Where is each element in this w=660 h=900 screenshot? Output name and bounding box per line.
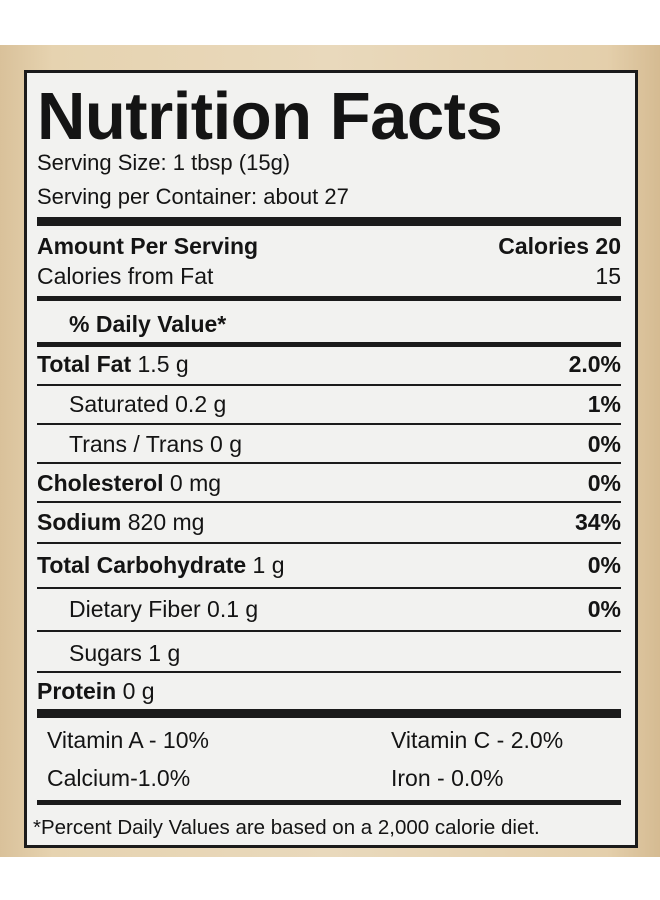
medium-divider <box>37 342 621 347</box>
nutrient-amount: 0 mg <box>169 470 222 496</box>
nutrient-row: Total Fat 1.5 g 2.0% <box>37 349 621 379</box>
thin-divider <box>37 501 621 503</box>
thick-divider <box>37 709 621 718</box>
nutrient-amount: 1 g <box>148 640 181 666</box>
vitamin-item: Vitamin C - 2.0% <box>391 727 564 753</box>
nutrient-row: Trans / Trans 0 g 0% <box>37 429 621 459</box>
nutrient-row: Sugars 1 g <box>37 638 621 668</box>
thin-divider <box>37 423 621 425</box>
thin-divider <box>37 542 621 544</box>
calories-from-fat-value: 15 <box>595 263 621 289</box>
thin-divider <box>37 462 621 464</box>
vitamin-item: Calcium-1.0% <box>47 765 191 791</box>
nutrition-facts-panel: Nutrition Facts Serving Size: 1 tbsp (15… <box>24 70 638 848</box>
nutrient-name: Trans / Trans <box>69 431 204 457</box>
nutrient-name: Sodium <box>37 509 122 535</box>
nutrient-name: Cholesterol <box>37 470 164 496</box>
amount-per-serving-label: Amount Per Serving <box>37 233 259 259</box>
thin-divider <box>37 671 621 673</box>
thick-divider <box>37 217 621 226</box>
nutrient-amount: 1 g <box>252 552 285 578</box>
nutrient-amount: 0 g <box>122 678 155 704</box>
thin-divider <box>37 630 621 632</box>
nutrient-daily-value: 2.0% <box>568 351 621 377</box>
thin-divider <box>37 384 621 386</box>
nutrient-amount: 1.5 g <box>137 351 189 377</box>
nutrient-row: Saturated 0.2 g 1% <box>37 389 621 419</box>
vitamin-item: Iron - 0.0% <box>391 765 504 791</box>
nutrient-amount: 0 g <box>210 431 243 457</box>
calories-from-fat-label: Calories from Fat <box>37 263 214 289</box>
calories-value: Calories 20 <box>498 233 621 259</box>
medium-divider <box>37 296 621 301</box>
nutrient-daily-value: 1% <box>587 391 621 417</box>
nutrient-name: Dietary Fiber <box>69 596 201 622</box>
footnote: *Percent Daily Values are based on a 2,0… <box>33 816 540 839</box>
nutrient-row: Total Carbohydrate 1 g 0% <box>37 550 621 580</box>
nutrient-daily-value: 0% <box>587 431 621 457</box>
nutrient-row: Protein 0 g <box>37 676 621 706</box>
nutrient-daily-value: 0% <box>587 552 621 578</box>
nutrient-amount: 0.1 g <box>207 596 259 622</box>
daily-value-header-row: % Daily Value* <box>37 309 621 339</box>
nutrient-name: Total Fat <box>37 351 132 377</box>
medium-divider <box>37 800 621 805</box>
nutrient-amount: 0.2 g <box>175 391 227 417</box>
nutrient-row: Dietary Fiber 0.1 g 0% <box>37 594 621 624</box>
panel-title: Nutrition Facts <box>37 79 503 154</box>
nutrient-amount: 820 mg <box>127 509 205 535</box>
servings-per-container: Serving per Container: about 27 <box>37 184 349 209</box>
serving-size: Serving Size: 1 tbsp (15g) <box>37 150 291 175</box>
nutrient-daily-value: 0% <box>587 470 621 496</box>
nutrient-daily-value: 34% <box>574 509 621 535</box>
calories-from-fat-row: Calories from Fat 15 <box>37 261 621 291</box>
nutrient-name: Sugars <box>69 640 142 666</box>
daily-value-header: % Daily Value* <box>69 311 227 337</box>
nutrient-name: Protein <box>37 678 117 704</box>
nutrient-name: Saturated <box>69 391 169 417</box>
thin-divider <box>37 587 621 589</box>
nutrient-name: Total Carbohydrate <box>37 552 247 578</box>
vitamin-item: Vitamin A - 10% <box>47 727 209 753</box>
amount-per-serving-row: Amount Per Serving Calories 20 <box>37 231 621 261</box>
nutrient-daily-value: 0% <box>587 596 621 622</box>
nutrient-row: Sodium 820 mg 34% <box>37 507 621 537</box>
nutrient-row: Cholesterol 0 mg 0% <box>37 468 621 498</box>
